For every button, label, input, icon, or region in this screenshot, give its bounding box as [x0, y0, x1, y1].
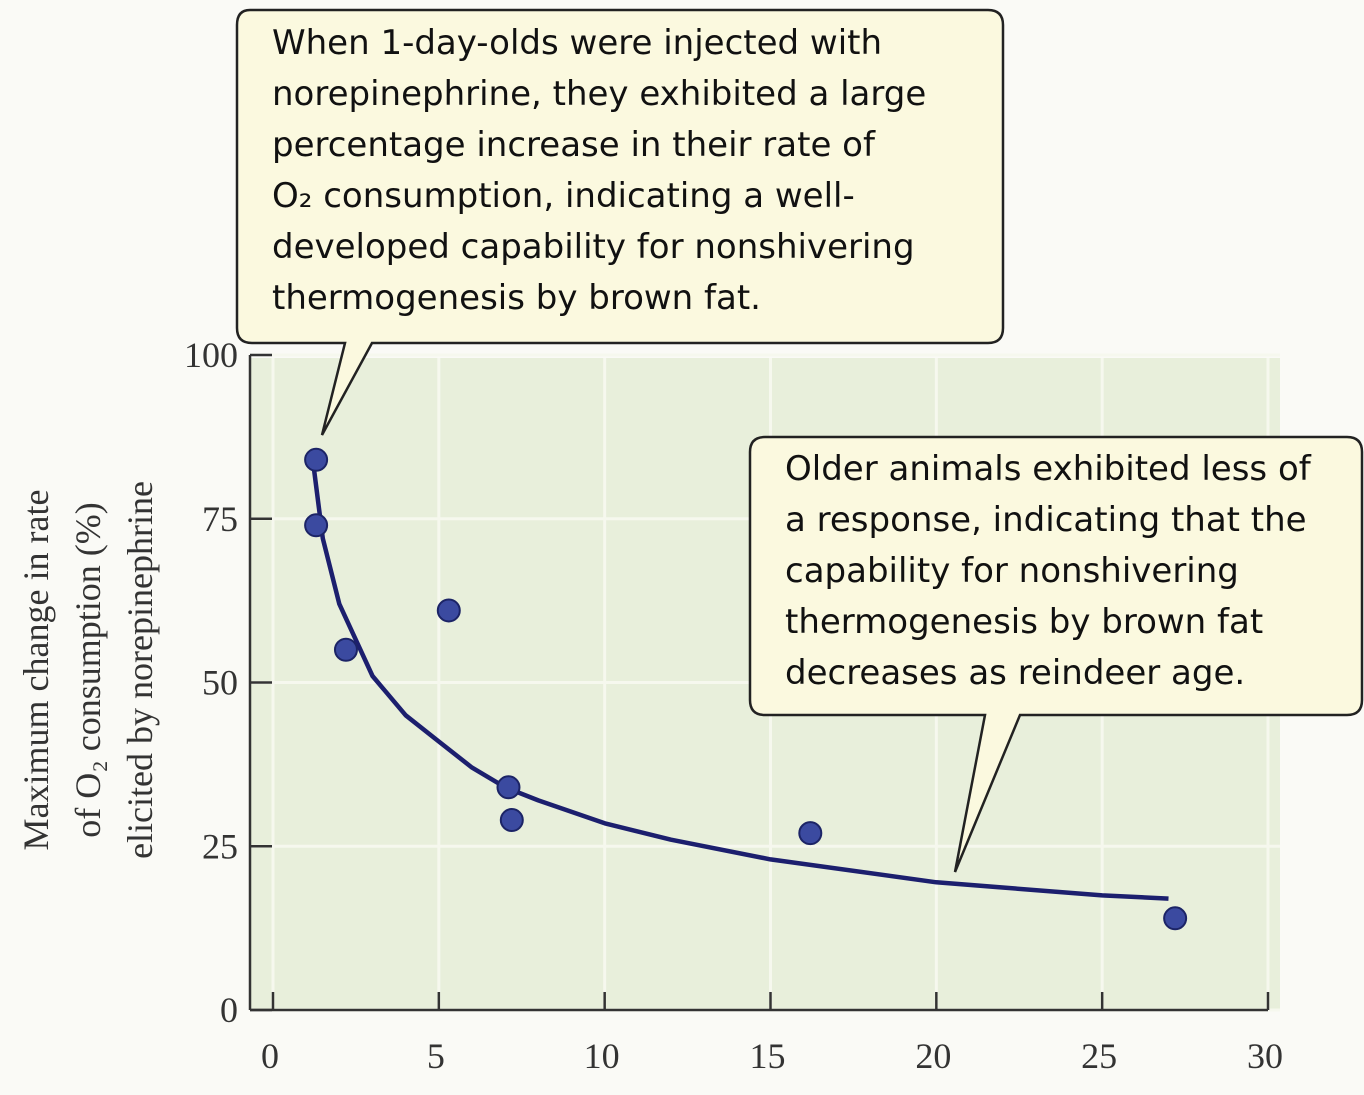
- y-axis-label: elicited by norepinephrine: [120, 481, 160, 859]
- annotations: When 1-day-olds were injected with norepi…: [272, 23, 1312, 693]
- y-tick-label: 50: [202, 663, 238, 703]
- x-tick-label: 0: [261, 1036, 279, 1076]
- data-point: [1163, 906, 1188, 931]
- callout-box: [748, 435, 1364, 873]
- callout-box: [235, 8, 1005, 436]
- data-point: [436, 598, 461, 623]
- annotation-line: O₂ consumption, indicating a well-: [272, 176, 855, 216]
- data-point: [333, 637, 358, 662]
- x-tick-label: 5: [427, 1036, 445, 1076]
- y-axis-label: Maximum change in rate: [16, 490, 56, 851]
- data-point: [304, 513, 329, 538]
- axes: 0 25 50 75 100 0 5 10 15 20 25 30 Maximum change in …: [16, 335, 1283, 1076]
- x-tick-label: 10: [584, 1036, 620, 1076]
- annotation-line: thermogenesis by brown fat.: [272, 278, 761, 318]
- x-tick-label: 30: [1247, 1036, 1283, 1076]
- x-tick-label: 25: [1081, 1036, 1117, 1076]
- annotation-line: When 1-day-olds were injected with: [272, 23, 882, 63]
- y-tick-label: 75: [202, 499, 238, 539]
- annotation-line: capability for nonshivering: [785, 551, 1239, 591]
- data-point: [499, 808, 524, 833]
- annotation-line: a response, indicating that the: [785, 500, 1307, 540]
- x-tick-label: 15: [750, 1036, 786, 1076]
- annotation-line: norepinephrine, they exhibited a large: [272, 74, 926, 114]
- y-tick-label: 0: [220, 990, 238, 1030]
- y-axis-label: of O₂ consumption (%): [68, 502, 108, 838]
- x-tick-label: 20: [915, 1036, 951, 1076]
- y-tick-label: 25: [202, 826, 238, 866]
- data-point: [798, 821, 823, 846]
- annotation-line: thermogenesis by brown fat: [785, 602, 1263, 642]
- annotation-line: developed capability for nonshivering: [272, 227, 915, 267]
- marks: [304, 447, 1188, 931]
- annotation-line: percentage increase in their rate of: [272, 125, 876, 165]
- annotation-line: Older animals exhibited less of: [785, 449, 1312, 489]
- annotation-line: decreases as reindeer age.: [785, 653, 1245, 693]
- data-point: [304, 447, 329, 472]
- data-point: [496, 775, 521, 800]
- y-tick-label: 100: [184, 335, 238, 375]
